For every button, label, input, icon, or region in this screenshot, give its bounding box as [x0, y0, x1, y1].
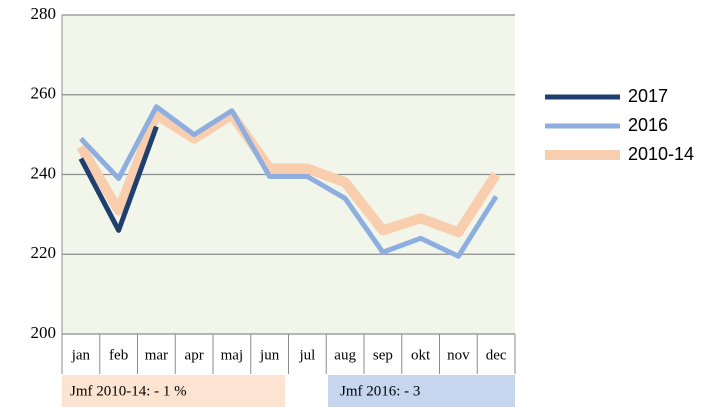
line-series — [78, 125, 159, 233]
y-tick-label: 280 — [31, 4, 57, 23]
y-tick-label: 200 — [31, 323, 57, 342]
annotation-box — [328, 375, 515, 407]
y-tick-label: 220 — [31, 243, 57, 262]
annotation: Jmf 2010-14: - 1 % — [70, 383, 187, 399]
y-tick-label: 240 — [31, 163, 57, 182]
x-tick-label: dec — [486, 347, 507, 363]
x-tick-label: jun — [259, 347, 280, 363]
legend-label: 2010-14 — [628, 144, 694, 164]
annotation-box — [62, 375, 285, 407]
line-series — [79, 104, 499, 259]
line-series — [76, 109, 501, 238]
annotation: Jmf 2016: - 3 — [340, 383, 420, 399]
y-tick-label: 260 — [31, 84, 57, 103]
x-tick-label: mar — [145, 347, 168, 363]
x-tick-label: maj — [221, 347, 244, 363]
x-tick-label: sep — [373, 347, 393, 363]
x-tick-label: jul — [298, 347, 315, 363]
legend-label: 2016 — [628, 115, 668, 135]
x-tick-label: apr — [185, 347, 204, 363]
legend-label: 2017 — [628, 86, 668, 106]
x-tick-label: aug — [334, 347, 356, 363]
x-tick-label: okt — [411, 347, 431, 363]
x-tick-label: nov — [447, 347, 470, 363]
x-tick-label: jan — [71, 347, 91, 363]
x-tick-label: feb — [109, 347, 128, 363]
